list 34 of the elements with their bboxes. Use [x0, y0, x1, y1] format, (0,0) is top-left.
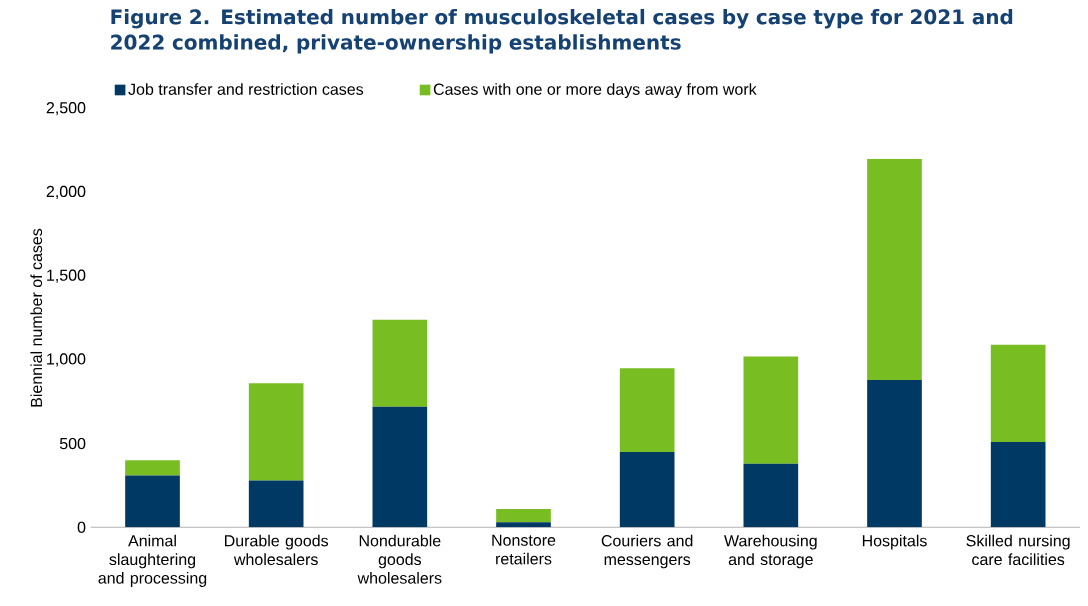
bar — [125, 475, 180, 528]
bar — [496, 522, 551, 528]
x-tick-label: Warehousing and storage — [724, 534, 817, 569]
bar — [619, 451, 675, 528]
bar — [743, 356, 799, 464]
bar — [867, 379, 922, 528]
y-tick-label: 0 — [77, 521, 86, 533]
legend-label: Job transfer and restriction cases — [128, 83, 364, 95]
x-tick-label: Nondurable goods wholesalers — [357, 534, 442, 584]
bar — [743, 463, 799, 528]
bar — [990, 344, 1046, 442]
x-tick-label: Couriers and messengers — [601, 534, 693, 569]
bar — [372, 319, 428, 407]
chart-title: Figure 2. Estimated number of musculoskeletal cases by case type for 2021 and 2022 combined, private-ownership establishments — [111, 8, 1013, 54]
x-tick-label: Durable goods wholesalers — [225, 534, 329, 566]
y-axis-title: Biennial number of cases — [30, 228, 43, 407]
x-tick-label: Nonstore retailers — [492, 534, 556, 565]
bar — [619, 368, 675, 452]
bar — [248, 383, 304, 481]
legend-label: Cases with one or more days away from work — [433, 83, 757, 99]
x-tick-label: Hospitals — [862, 534, 927, 550]
x-tick-label: Skilled nursing care facilities — [966, 534, 1070, 566]
y-tick-label: 1,000 — [47, 353, 86, 367]
bar — [125, 460, 180, 476]
y-tick-label: 2,500 — [46, 102, 86, 116]
bar — [496, 508, 551, 523]
bar — [372, 406, 428, 528]
y-tick-label: 1,500 — [47, 269, 86, 283]
y-tick-label: 2,000 — [46, 185, 86, 199]
bar — [867, 158, 922, 380]
x-tick-label: Animal slaughtering and processing — [98, 534, 207, 587]
bar — [248, 480, 304, 528]
y-tick-label: 500 — [59, 437, 86, 450]
bar — [990, 441, 1046, 528]
